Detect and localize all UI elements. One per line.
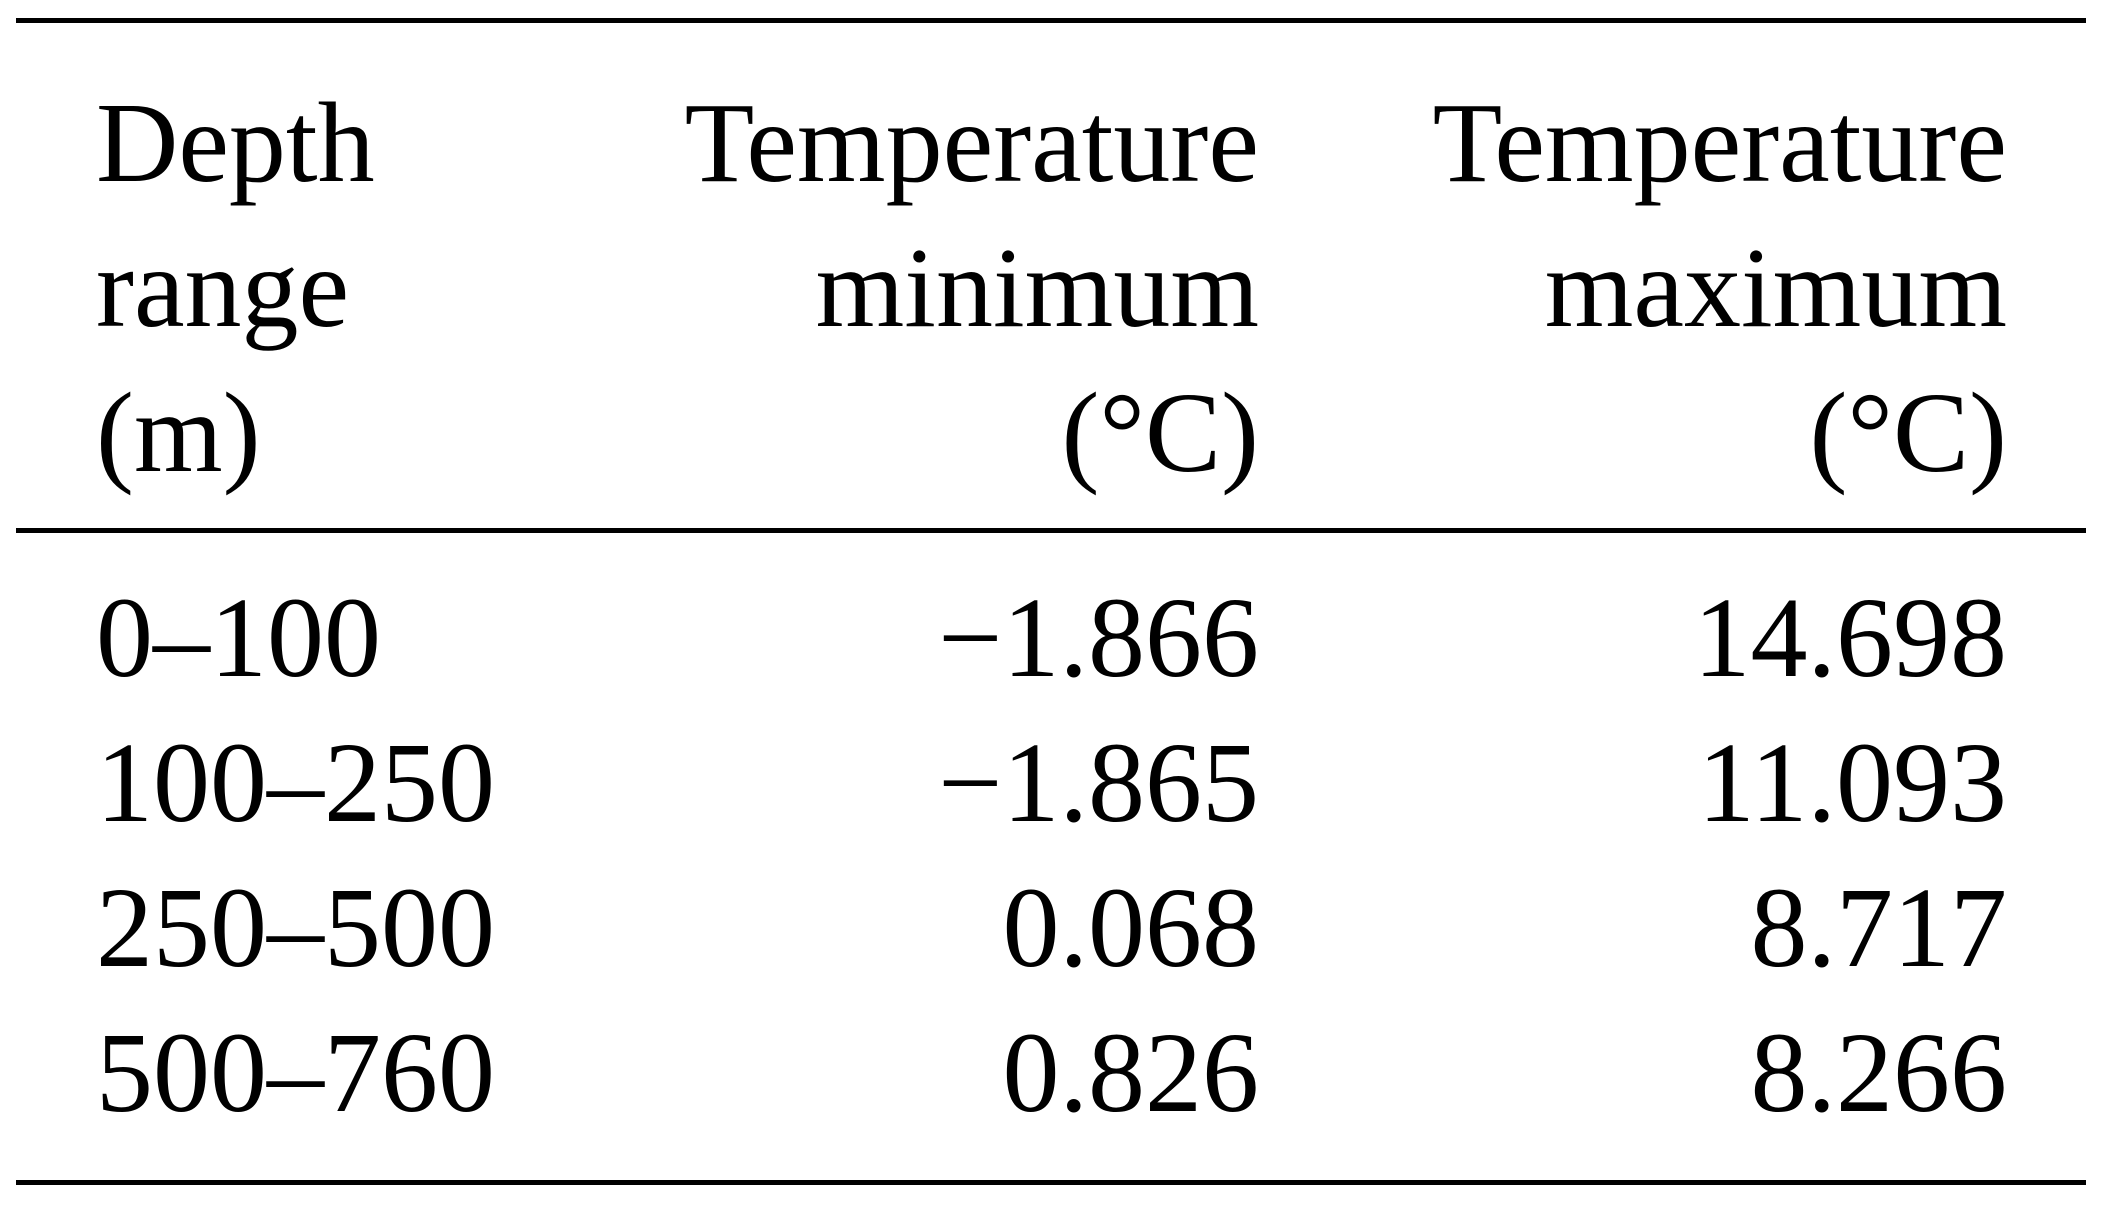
bottom-rule xyxy=(16,1180,2086,1185)
depth-cell: 250–500 xyxy=(96,864,495,991)
table-row: 100–250 −1.865 11.093 xyxy=(0,710,2102,855)
table-row: 500–760 0.826 8.266 xyxy=(0,1000,2102,1145)
min-temp-cell: 0.068 xyxy=(1002,864,1260,991)
min-temp-cell: 0.826 xyxy=(1002,1009,1260,1136)
header-line: (m) xyxy=(96,369,261,496)
max-temp-cell: 11.093 xyxy=(1697,719,2007,846)
header-line: (°C) xyxy=(1809,369,2007,496)
table-row: 250–500 0.068 8.717 xyxy=(0,855,2102,1000)
header-temperature-maximum: Temperature maximum (°C) xyxy=(1433,70,2007,505)
min-temp-cell: −1.865 xyxy=(938,719,1259,846)
header-line: minimum xyxy=(815,224,1259,351)
max-temp-cell: 8.266 xyxy=(1750,1009,2008,1136)
header-line: (°C) xyxy=(1061,369,1259,496)
header-temperature-minimum: Temperature minimum (°C) xyxy=(685,70,1259,505)
max-temp-cell: 14.698 xyxy=(1693,574,2008,701)
depth-cell: 500–760 xyxy=(96,1009,495,1136)
header-depth-range: Depth range (m) xyxy=(96,70,375,505)
depth-cell: 0–100 xyxy=(96,574,381,701)
header-line: maximum xyxy=(1544,224,2007,351)
header-rule xyxy=(16,528,2086,533)
header-line: Temperature xyxy=(1432,79,2007,206)
header-line: Depth xyxy=(96,79,375,206)
header-line: range xyxy=(96,224,350,351)
table-row: 0–100 −1.866 14.698 xyxy=(0,565,2102,710)
max-temp-cell: 8.717 xyxy=(1750,864,2008,991)
min-temp-cell: −1.866 xyxy=(938,574,1259,701)
header-line: Temperature xyxy=(684,79,1259,206)
top-rule xyxy=(16,18,2086,23)
depth-cell: 100–250 xyxy=(96,719,495,846)
